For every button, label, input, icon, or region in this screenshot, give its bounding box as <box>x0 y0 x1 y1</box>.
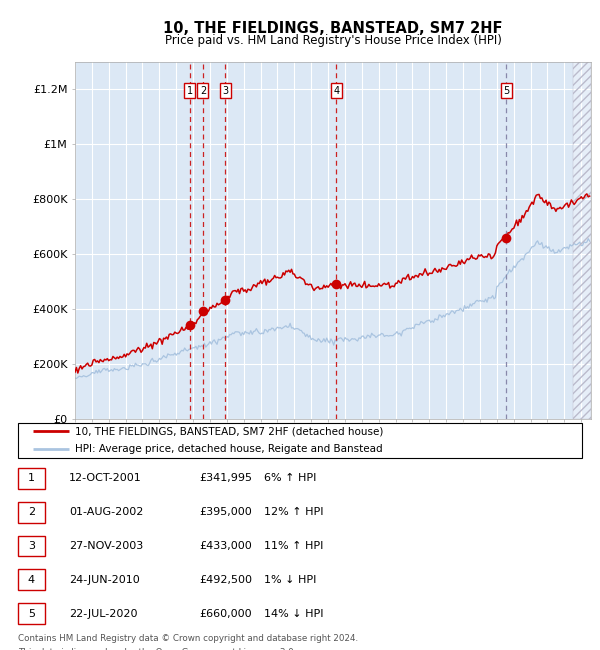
Text: 12-OCT-2001: 12-OCT-2001 <box>69 473 142 484</box>
Text: 12% ↑ HPI: 12% ↑ HPI <box>264 507 323 517</box>
Text: 27-NOV-2003: 27-NOV-2003 <box>69 541 143 551</box>
Text: 6% ↑ HPI: 6% ↑ HPI <box>264 473 316 484</box>
Text: 1: 1 <box>28 473 35 484</box>
Text: 2: 2 <box>28 507 35 517</box>
Text: 01-AUG-2002: 01-AUG-2002 <box>69 507 143 517</box>
Text: 22-JUL-2020: 22-JUL-2020 <box>69 608 137 619</box>
Text: 24-JUN-2010: 24-JUN-2010 <box>69 575 140 585</box>
Text: 5: 5 <box>28 608 35 619</box>
Text: 4: 4 <box>28 575 35 585</box>
Text: HPI: Average price, detached house, Reigate and Banstead: HPI: Average price, detached house, Reig… <box>75 445 383 454</box>
Text: 1: 1 <box>187 86 193 96</box>
Text: 10, THE FIELDINGS, BANSTEAD, SM7 2HF: 10, THE FIELDINGS, BANSTEAD, SM7 2HF <box>163 21 503 36</box>
Text: 1% ↓ HPI: 1% ↓ HPI <box>264 575 316 585</box>
Text: 3: 3 <box>28 541 35 551</box>
Text: £492,500: £492,500 <box>199 575 252 585</box>
Text: £660,000: £660,000 <box>199 608 252 619</box>
Text: 10, THE FIELDINGS, BANSTEAD, SM7 2HF (detached house): 10, THE FIELDINGS, BANSTEAD, SM7 2HF (de… <box>75 426 383 436</box>
Text: Price paid vs. HM Land Registry's House Price Index (HPI): Price paid vs. HM Land Registry's House … <box>164 34 502 47</box>
Text: Contains HM Land Registry data © Crown copyright and database right 2024.: Contains HM Land Registry data © Crown c… <box>18 634 358 643</box>
Text: £433,000: £433,000 <box>199 541 252 551</box>
Text: 3: 3 <box>222 86 229 96</box>
Text: 14% ↓ HPI: 14% ↓ HPI <box>264 608 323 619</box>
Text: 4: 4 <box>333 86 339 96</box>
Text: 11% ↑ HPI: 11% ↑ HPI <box>264 541 323 551</box>
Text: This data is licensed under the Open Government Licence v3.0.: This data is licensed under the Open Gov… <box>18 648 296 650</box>
Text: £341,995: £341,995 <box>199 473 252 484</box>
Text: 2: 2 <box>200 86 206 96</box>
Text: £395,000: £395,000 <box>199 507 252 517</box>
Text: 5: 5 <box>503 86 509 96</box>
